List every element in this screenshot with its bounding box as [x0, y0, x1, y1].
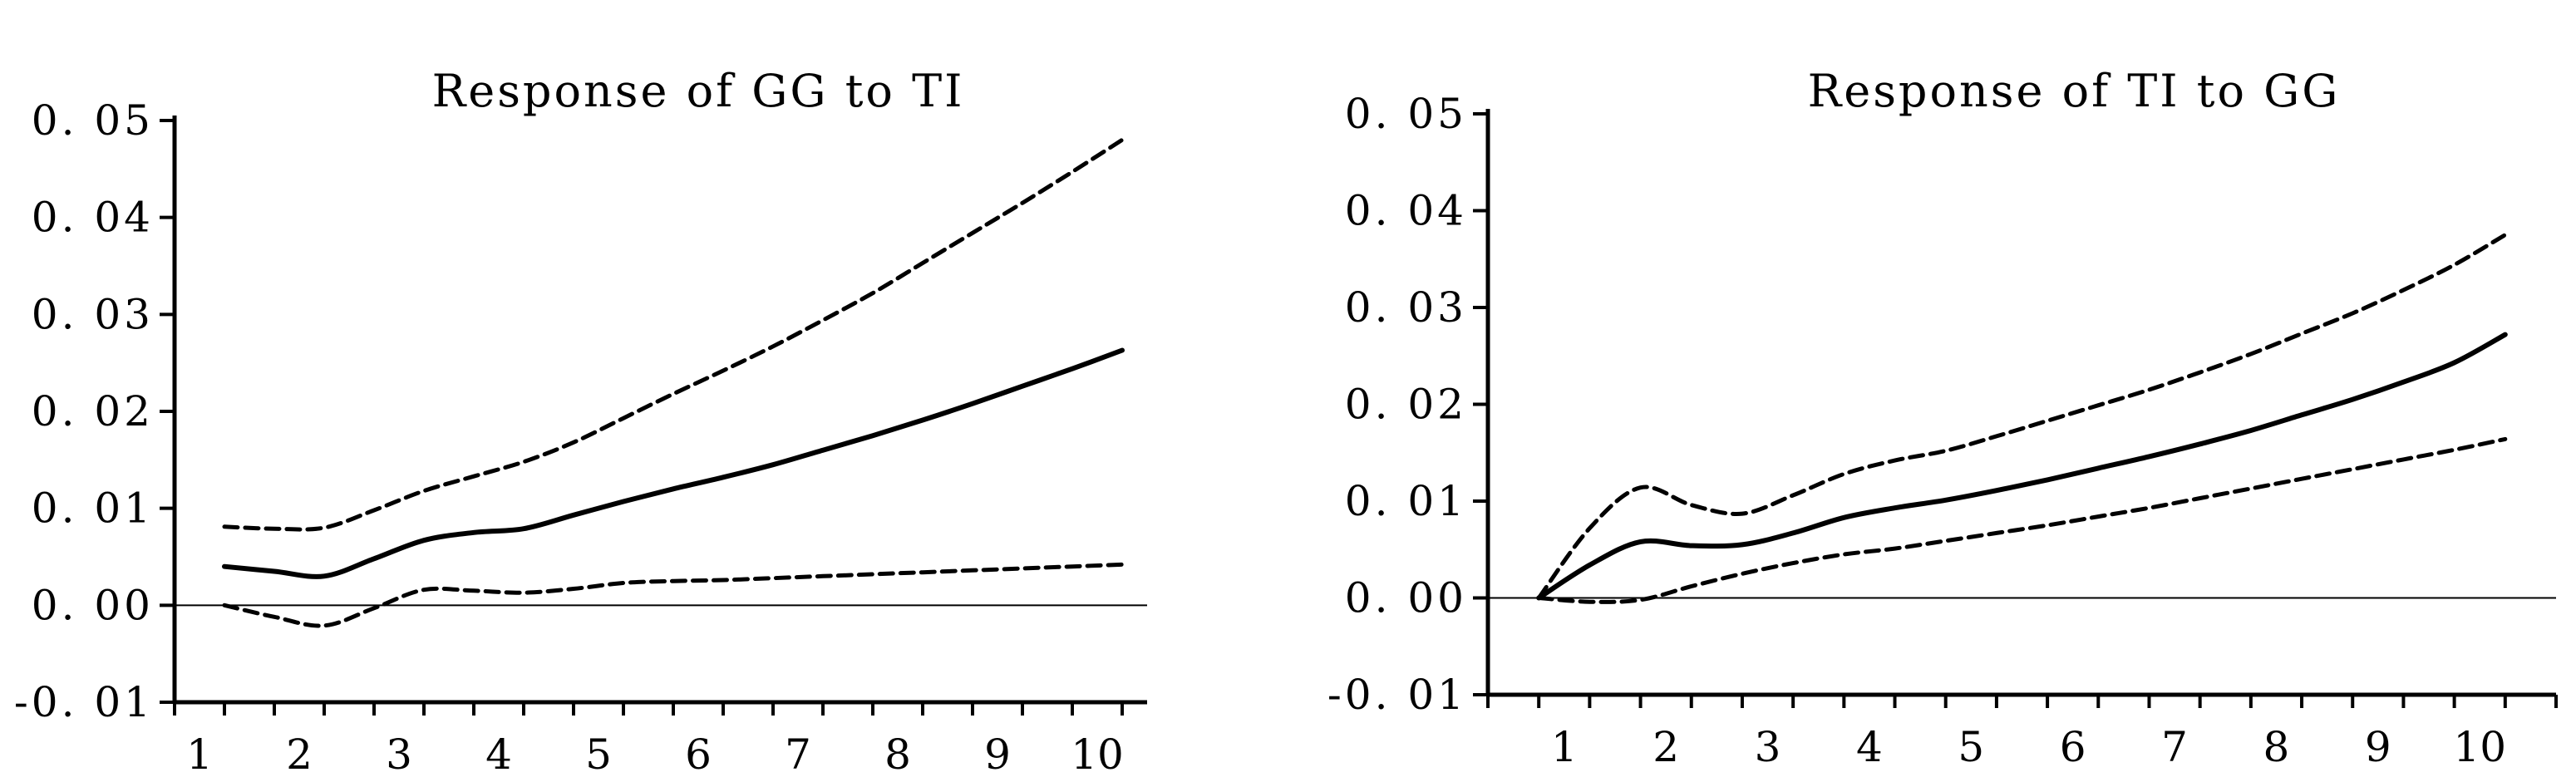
x-tick-label: 2 [286, 730, 313, 778]
x-tick-label: 5 [585, 730, 612, 778]
y-tick-label: 0. 00 [32, 581, 154, 629]
impulse-response-line-1 [222, 347, 1125, 579]
x-tick-label: 1 [186, 730, 213, 778]
x-tick-label: 8 [2263, 723, 2290, 771]
x-tick-label: 9 [984, 730, 1011, 778]
x-tick-label: 4 [1856, 723, 1883, 771]
y-tick-label: 0. 02 [1345, 381, 1467, 429]
x-tick-label: 5 [1958, 723, 1984, 771]
y-tick-label: 0. 03 [32, 290, 154, 338]
y-tick-label: 0. 05 [32, 96, 154, 145]
x-tick-label: 6 [2060, 723, 2086, 771]
y-tick-label: -0. 01 [14, 678, 154, 726]
impulse-response-line-1 [1536, 332, 2508, 601]
x-tick-label: 2 [1652, 723, 1679, 771]
x-tick-label: 10 [2453, 723, 2506, 771]
chart-title: Response of GG to TI [432, 65, 965, 117]
x-tick-label: 4 [485, 730, 512, 778]
y-tick-label: 0. 01 [32, 484, 154, 533]
x-tick-label: 10 [1071, 730, 1124, 778]
chart-panel-1: Response of GG to TI 0. 05 0. 04 0. 03 0. 02… [14, 65, 1147, 779]
y-tick-label: 0. 04 [1345, 187, 1467, 235]
x-tick-label: 6 [685, 730, 712, 778]
confidence-band-line-2 [1536, 233, 2508, 600]
x-tick-label: 1 [1551, 723, 1578, 771]
chart-title: Response of TI to GG [1808, 65, 2341, 117]
y-tick-label: 0. 02 [32, 387, 154, 435]
x-tick-label: 9 [2365, 723, 2391, 771]
confidence-band-line-3 [222, 562, 1125, 628]
confidence-band-line-3 [1536, 436, 2508, 604]
x-tick-label: 7 [2161, 723, 2188, 771]
x-tick-label: 7 [785, 730, 811, 778]
x-tick-label: 3 [1755, 723, 1781, 771]
x-tick-label: 3 [386, 730, 412, 778]
y-tick-label: 0. 03 [1345, 283, 1467, 332]
confidence-band-line-2 [222, 137, 1125, 532]
y-tick-label: 0. 01 [1345, 477, 1467, 525]
y-tick-label: 0. 04 [32, 194, 154, 242]
y-tick-label: -0. 01 [1327, 671, 1467, 719]
y-tick-label: 0. 05 [1345, 90, 1467, 138]
x-tick-label: 8 [884, 730, 911, 778]
chart-panel-2: Response of TI to GG 0. 05 0. 04 0. 03 0. 02… [1327, 65, 2558, 771]
y-tick-label: 0. 00 [1345, 574, 1467, 622]
